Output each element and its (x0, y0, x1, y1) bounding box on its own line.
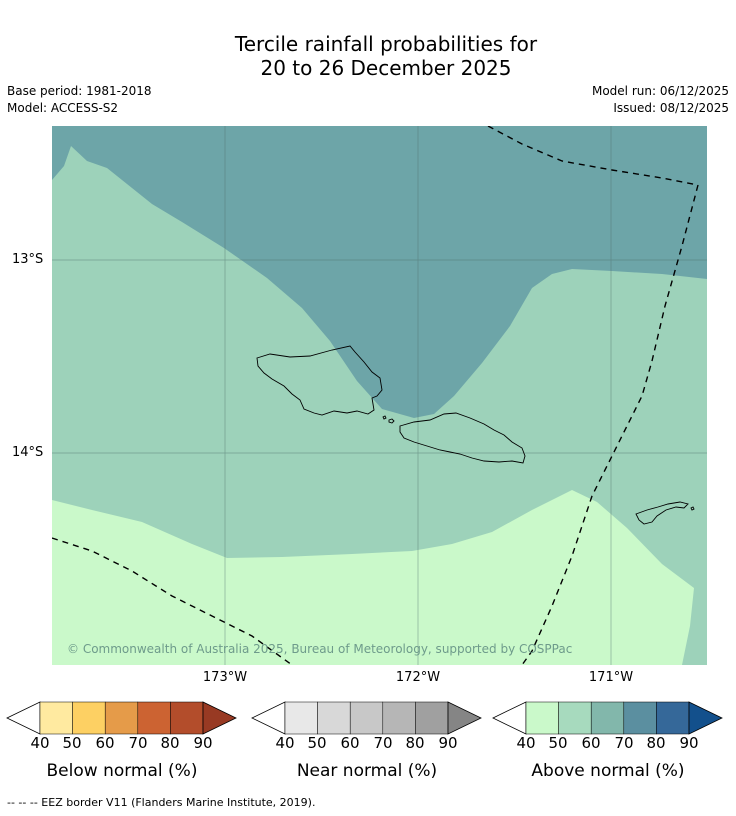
colorbar-above (492, 700, 724, 740)
graticule (52, 126, 707, 665)
model-name: Model: ACCESS-S2 (7, 101, 119, 115)
colorbar-near-swatch (349, 701, 384, 735)
colorbar-above-max-extend (688, 701, 723, 735)
colorbar-near-svg (251, 701, 482, 735)
colorbar-below-swatch (39, 701, 73, 735)
lon-label-172w: 172°W (395, 670, 441, 685)
colorbar-above-swatch (525, 701, 559, 735)
colorbar-above-tick: 80 (646, 734, 666, 752)
colorbar-below-max-extend (202, 701, 237, 735)
colorbar-above-tick: 40 (516, 734, 536, 752)
copyright-text: © Commonwealth of Australia 2025, Bureau… (67, 642, 572, 656)
colorbar-below-tick: 40 (30, 734, 50, 752)
colorbar-above-svg (492, 701, 723, 735)
colorbar-below-swatch (137, 701, 171, 735)
eez-legend: -- -- -- EEZ border V11 (Flanders Marine… (7, 796, 316, 809)
island-aunuu (690, 506, 695, 511)
colorbar-below-tick: 70 (128, 734, 148, 752)
title-line-2: 20 to 26 December 2025 (260, 56, 512, 80)
coastlines (256, 345, 695, 525)
title-line-1: Tercile rainfall probabilities for (234, 32, 538, 56)
eez-border-north (487, 125, 699, 186)
colorbar-above-tick: 60 (581, 734, 601, 752)
colorbar-above-ticks: 40 50 60 70 80 90 (486, 734, 736, 754)
colorbar-above-tick: 50 (548, 734, 568, 752)
lat-label-14s: 14°S (12, 445, 44, 460)
eez-border-southwest (51, 537, 293, 666)
colorbar-near-tick: 60 (340, 734, 360, 752)
island-apolima (382, 415, 387, 420)
colorbar-near-title: Near normal (%) (296, 761, 438, 781)
colorbar-above-tick: 90 (679, 734, 699, 752)
colorbar-near-tick: 90 (438, 734, 458, 752)
island-manono (388, 418, 395, 424)
colorbar-below-svg (6, 701, 237, 735)
colorbar-near-swatch (284, 701, 318, 735)
colorbar-below-ticks: 40 50 60 70 80 90 (0, 734, 250, 754)
colorbar-near-swatch (317, 701, 351, 735)
island-savaii (256, 345, 383, 416)
colorbar-near-tick: 70 (373, 734, 393, 752)
colorbar-near-tick: 80 (405, 734, 425, 752)
colorbar-above-swatch (558, 701, 592, 735)
meta-right: Model run: 06/12/2025 Issued: 08/12/2025 (592, 83, 729, 117)
colorbar-above-title: Above normal (%) (531, 761, 685, 781)
colorbar-near-max-extend (447, 701, 482, 735)
colorbar-above-min-extend (492, 701, 527, 735)
base-period: Base period: 1981-2018 (7, 84, 152, 98)
meta-left: Base period: 1981-2018 Model: ACCESS-S2 (7, 83, 152, 117)
colorbar-near-ticks: 40 50 60 70 80 90 (245, 734, 495, 754)
probability-zone-above-70 (52, 126, 707, 418)
colorbar-near (251, 700, 483, 740)
eez-border-east (521, 184, 699, 666)
colorbar-above-swatch (656, 701, 690, 735)
colorbar-below-swatch (104, 701, 139, 735)
island-upolu (399, 412, 526, 464)
colorbar-below-swatch (170, 701, 204, 735)
eez-borders (51, 125, 699, 666)
lat-label-13s: 13°S (12, 252, 44, 267)
model-run: Model run: 06/12/2025 (591, 84, 729, 98)
colorbar-above-tick: 70 (614, 734, 634, 752)
colorbar-below-title: Below normal (%) (46, 761, 198, 781)
issued-date: Issued: 08/12/2025 (613, 101, 729, 115)
colorbar-below-swatch (72, 701, 106, 735)
colorbar-below (6, 700, 238, 740)
colorbar-near-swatch (415, 701, 449, 735)
chart-title: Tercile rainfall probabilities for 20 to… (0, 32, 736, 80)
colorbar-above-swatch (590, 701, 625, 735)
map-svg: © Commonwealth of Australia 2025, Bureau… (51, 125, 707, 666)
colorbar-below-tick: 50 (62, 734, 82, 752)
colorbar-below-tick: 60 (95, 734, 115, 752)
colorbar-near-min-extend (251, 701, 286, 735)
colorbar-near-swatch (382, 701, 416, 735)
colorbar-below-tick: 90 (193, 734, 213, 752)
lon-label-171w: 171°W (588, 670, 634, 685)
colorbar-below-tick: 80 (160, 734, 180, 752)
colorbar-near-tick: 40 (275, 734, 295, 752)
colorbar-near-tick: 50 (307, 734, 327, 752)
colorbar-below-min-extend (6, 701, 41, 735)
lon-label-173w: 173°W (202, 670, 248, 685)
map-panel: © Commonwealth of Australia 2025, Bureau… (51, 125, 707, 666)
colorbar-above-swatch (623, 701, 657, 735)
island-tutuila (635, 501, 689, 525)
